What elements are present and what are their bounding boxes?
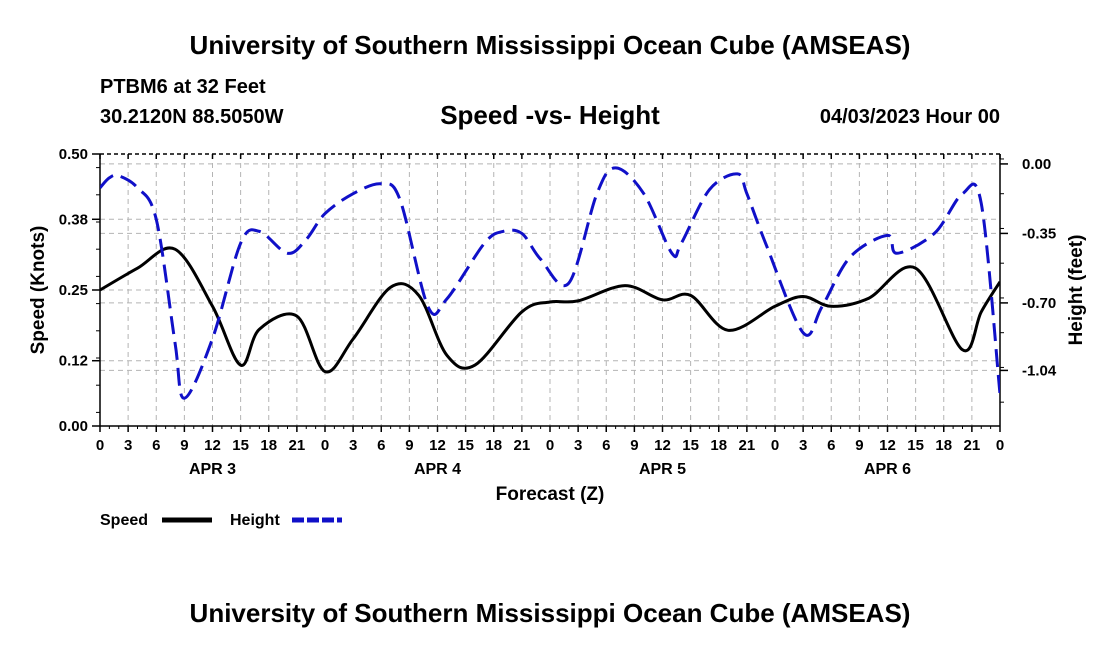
- y-tick-label: 0.12: [59, 353, 88, 370]
- day-label: APR 6: [864, 461, 911, 478]
- x-tick-label: 21: [964, 437, 981, 454]
- x-tick-label: 18: [485, 437, 502, 454]
- y2-tick-label: -1.04: [1022, 362, 1057, 379]
- y2-tick-label: 0.00: [1022, 156, 1051, 173]
- day-label: APR 5: [639, 461, 686, 478]
- x-tick-label: 0: [96, 437, 104, 454]
- x-tick-label: 9: [630, 437, 638, 454]
- x-tick-label: 0: [996, 437, 1004, 454]
- x-tick-label: 18: [260, 437, 277, 454]
- x-tick-label: 9: [180, 437, 188, 454]
- footer-title: University of Southern Mississippi Ocean…: [189, 598, 911, 628]
- height-series-line: [100, 166, 1000, 400]
- run-date: 04/03/2023 Hour 00: [819, 106, 1000, 128]
- x-axis-title: Forecast (Z): [496, 484, 605, 505]
- x-tick-label: 21: [289, 437, 306, 454]
- x-tick-label: 0: [771, 437, 779, 454]
- x-tick-label: 6: [827, 437, 835, 454]
- day-label: APR 4: [414, 461, 461, 478]
- x-tick-label: 6: [377, 437, 385, 454]
- x-tick-label: 3: [349, 437, 357, 454]
- x-tick-label: 21: [739, 437, 756, 454]
- station-name: PTBM6 at 32 Feet: [100, 76, 266, 98]
- x-tick-label: 3: [574, 437, 582, 454]
- x-tick-label: 3: [124, 437, 132, 454]
- station-coordinates: 30.2120N 88.5050W: [100, 106, 284, 128]
- x-tick-label: 15: [907, 437, 924, 454]
- x-tick-label: 21: [514, 437, 531, 454]
- y-tick-label: 0.00: [59, 418, 88, 435]
- x-tick-label: 9: [855, 437, 863, 454]
- legend-speed-label: Speed: [100, 512, 148, 529]
- y-tick-label: 0.50: [59, 146, 88, 163]
- legend-height-label: Height: [230, 512, 280, 529]
- day-label: APR 3: [189, 461, 236, 478]
- x-tick-label: 18: [935, 437, 952, 454]
- x-tick-label: 12: [204, 437, 221, 454]
- x-tick-label: 6: [602, 437, 610, 454]
- x-tick-label: 12: [879, 437, 896, 454]
- x-tick-label: 0: [546, 437, 554, 454]
- x-tick-label: 15: [232, 437, 249, 454]
- x-tick-label: 15: [457, 437, 474, 454]
- x-tick-label: 15: [682, 437, 699, 454]
- y2-tick-label: -0.35: [1022, 225, 1056, 242]
- y-tick-label: 0.25: [59, 282, 88, 299]
- y-axis-title-left: Speed (Knots): [28, 226, 49, 355]
- main-title: University of Southern Mississippi Ocean…: [189, 30, 911, 60]
- x-tick-label: 18: [710, 437, 727, 454]
- y-axis-title-right: Height (feet): [1066, 235, 1087, 346]
- x-tick-label: 0: [321, 437, 329, 454]
- x-tick-label: 12: [429, 437, 446, 454]
- x-tick-label: 3: [799, 437, 807, 454]
- x-tick-label: 6: [152, 437, 160, 454]
- x-tick-label: 9: [405, 437, 413, 454]
- chart-title: Speed -vs- Height: [440, 100, 660, 130]
- y2-tick-label: -0.70: [1022, 295, 1056, 312]
- y-tick-label: 0.38: [59, 211, 88, 228]
- speed-series-line: [100, 246, 1000, 374]
- x-tick-label: 12: [654, 437, 671, 454]
